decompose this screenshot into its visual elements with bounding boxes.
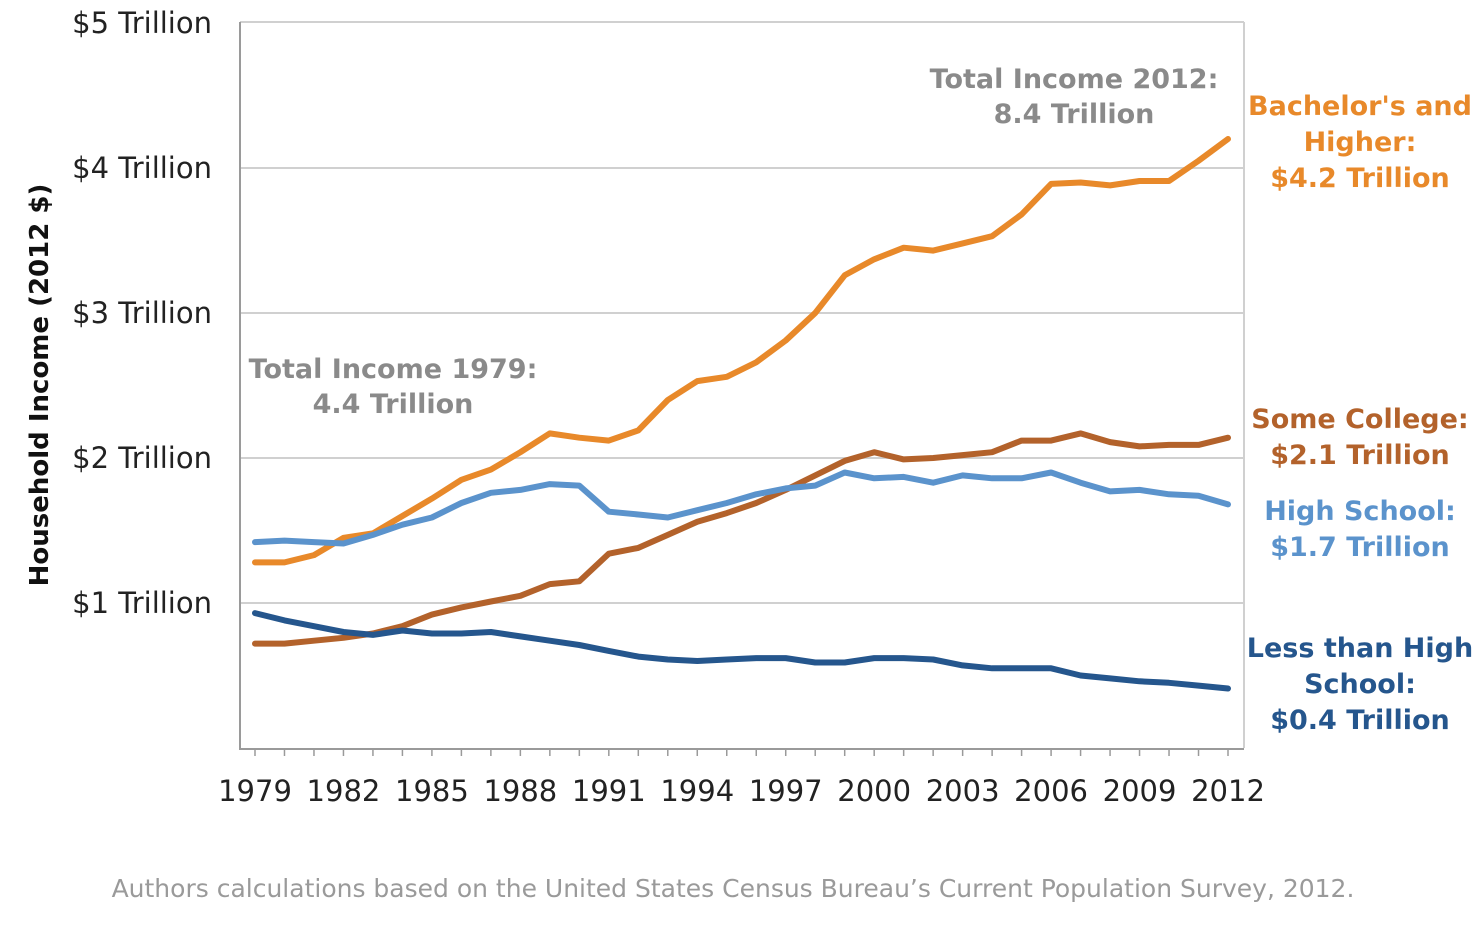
series-label: Higher:	[1304, 127, 1417, 158]
annotations: Total Income 1979: 4.4 Trillion Total Inco…	[249, 64, 1219, 420]
x-tick-label: 1997	[749, 774, 823, 808]
x-axis-ticks: 1979 1982 1985 1988 1991 1994 1997 2000 2003 2006…	[218, 749, 1265, 808]
y-tick-label: $4 Trillion	[72, 151, 212, 185]
x-tick-label: 1982	[307, 774, 381, 808]
y-tick-label: $1 Trillion	[72, 586, 212, 620]
series-label: High School:	[1264, 496, 1456, 527]
series-label: $2.1 Trillion	[1270, 440, 1450, 471]
series-label: $1.7 Trillion	[1270, 532, 1450, 563]
series-label: $4.2 Trillion	[1270, 163, 1450, 194]
y-axis-ticks: $1 Trillion $2 Trillion $3 Trillion $4 Tril…	[72, 6, 212, 620]
x-tick-label: 2006	[1014, 774, 1088, 808]
y-axis-label: Household Income (2012 $)	[25, 184, 55, 587]
annotation-text: Total Income 1979:	[249, 354, 538, 385]
series-lines	[252, 136, 1231, 692]
x-tick-label: 2009	[1103, 774, 1177, 808]
gridlines	[240, 167, 1244, 604]
x-tick-label: 1988	[483, 774, 557, 808]
annotation-text: 4.4 Trillion	[313, 389, 474, 420]
series-line-2	[252, 469, 1231, 547]
series-label: School:	[1304, 669, 1416, 700]
x-tick-label: 1985	[395, 774, 469, 808]
x-tick-label: 1994	[660, 774, 734, 808]
annotation-text: Total Income 2012:	[930, 64, 1219, 95]
series-label: Some College:	[1251, 404, 1468, 435]
x-tick-label: 1979	[218, 774, 292, 808]
series-line-1	[252, 430, 1231, 647]
series-label: Bachelor's and	[1248, 91, 1472, 122]
x-tick-label: 1991	[572, 774, 646, 808]
series-line-3	[252, 610, 1231, 692]
annotation-text: 8.4 Trillion	[994, 99, 1155, 130]
series-line-0	[252, 136, 1231, 566]
series-labels: Bachelor's and Higher: $4.2 Trillion Some C…	[1247, 91, 1473, 736]
source-note: Authors calculations based on the United…	[112, 874, 1355, 903]
y-tick-label: $2 Trillion	[72, 441, 212, 475]
y-tick-label: $5 Trillion	[72, 6, 212, 40]
series-label: $0.4 Trillion	[1270, 705, 1450, 736]
x-tick-label: 2003	[926, 774, 1000, 808]
x-tick-label: 2000	[837, 774, 911, 808]
x-tick-label: 2012	[1191, 774, 1265, 808]
y-tick-label: $3 Trillion	[72, 296, 212, 330]
series-label: Less than High	[1247, 633, 1473, 664]
